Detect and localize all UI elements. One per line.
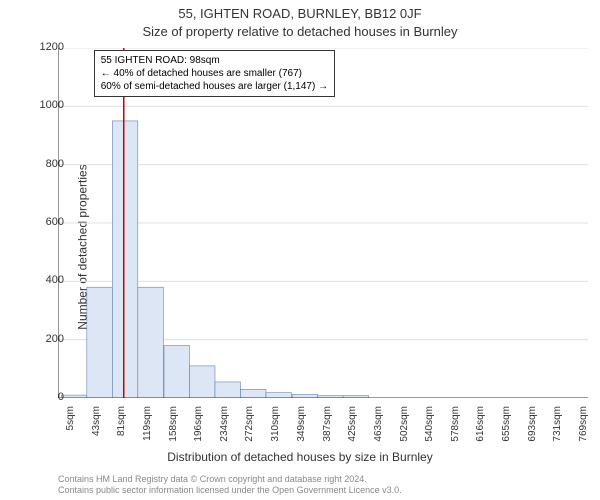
chart-container: 55, IGHTEN ROAD, BURNLEY, BB12 0JF Size … [0, 0, 600, 500]
attribution-line-2: Contains public sector information licen… [58, 485, 402, 496]
xtick-label: 349sqm [296, 406, 307, 446]
xtick-label: 5sqm [65, 406, 76, 446]
info-line-1: 55 IGHTEN ROAD: 98sqm [101, 54, 328, 67]
ytick-label: 800 [24, 158, 64, 170]
ytick-label: 400 [24, 274, 64, 286]
xtick-label: 769sqm [578, 406, 589, 446]
histogram-bar [266, 393, 291, 398]
histogram-bar [164, 346, 189, 399]
ytick-label: 600 [24, 216, 64, 228]
xtick-label: 196sqm [193, 406, 204, 446]
chart-svg [58, 48, 588, 398]
histogram-bar [112, 121, 137, 398]
title-main: 55, IGHTEN ROAD, BURNLEY, BB12 0JF [0, 6, 600, 21]
xtick-label: 540sqm [424, 406, 435, 446]
xtick-label: 81sqm [116, 406, 127, 446]
xtick-label: 119sqm [142, 406, 153, 446]
xtick-label: 310sqm [270, 406, 281, 446]
ytick-label: 1200 [24, 41, 64, 53]
title-sub: Size of property relative to detached ho… [0, 24, 600, 39]
xtick-label: 502sqm [399, 406, 410, 446]
xtick-label: 731sqm [552, 406, 563, 446]
histogram-bar [292, 395, 317, 399]
info-line-2: ← 40% of detached houses are smaller (76… [101, 67, 328, 80]
xtick-label: 655sqm [501, 406, 512, 446]
attribution-line-1: Contains HM Land Registry data © Crown c… [58, 474, 402, 485]
ytick-label: 200 [24, 333, 64, 345]
histogram-bar [87, 287, 112, 398]
xtick-label: 693sqm [527, 406, 538, 446]
xtick-label: 425sqm [347, 406, 358, 446]
histogram-bar [240, 389, 265, 398]
xtick-label: 616sqm [475, 406, 486, 446]
ytick-label: 0 [24, 391, 64, 403]
histogram-bar [138, 287, 163, 398]
x-axis-label: Distribution of detached houses by size … [0, 450, 600, 464]
xtick-label: 158sqm [168, 406, 179, 446]
plot-area: 55 IGHTEN ROAD: 98sqm ← 40% of detached … [58, 48, 588, 398]
histogram-bar [215, 382, 240, 398]
histogram-bar [189, 366, 214, 398]
info-line-3: 60% of semi-detached houses are larger (… [101, 80, 328, 93]
xtick-label: 272sqm [244, 406, 255, 446]
attribution: Contains HM Land Registry data © Crown c… [58, 474, 402, 496]
xtick-label: 387sqm [322, 406, 333, 446]
xtick-label: 234sqm [219, 406, 230, 446]
xtick-label: 43sqm [91, 406, 102, 446]
xtick-label: 463sqm [373, 406, 384, 446]
ytick-label: 1000 [24, 99, 64, 111]
info-box: 55 IGHTEN ROAD: 98sqm ← 40% of detached … [94, 50, 335, 97]
xtick-label: 578sqm [450, 406, 461, 446]
